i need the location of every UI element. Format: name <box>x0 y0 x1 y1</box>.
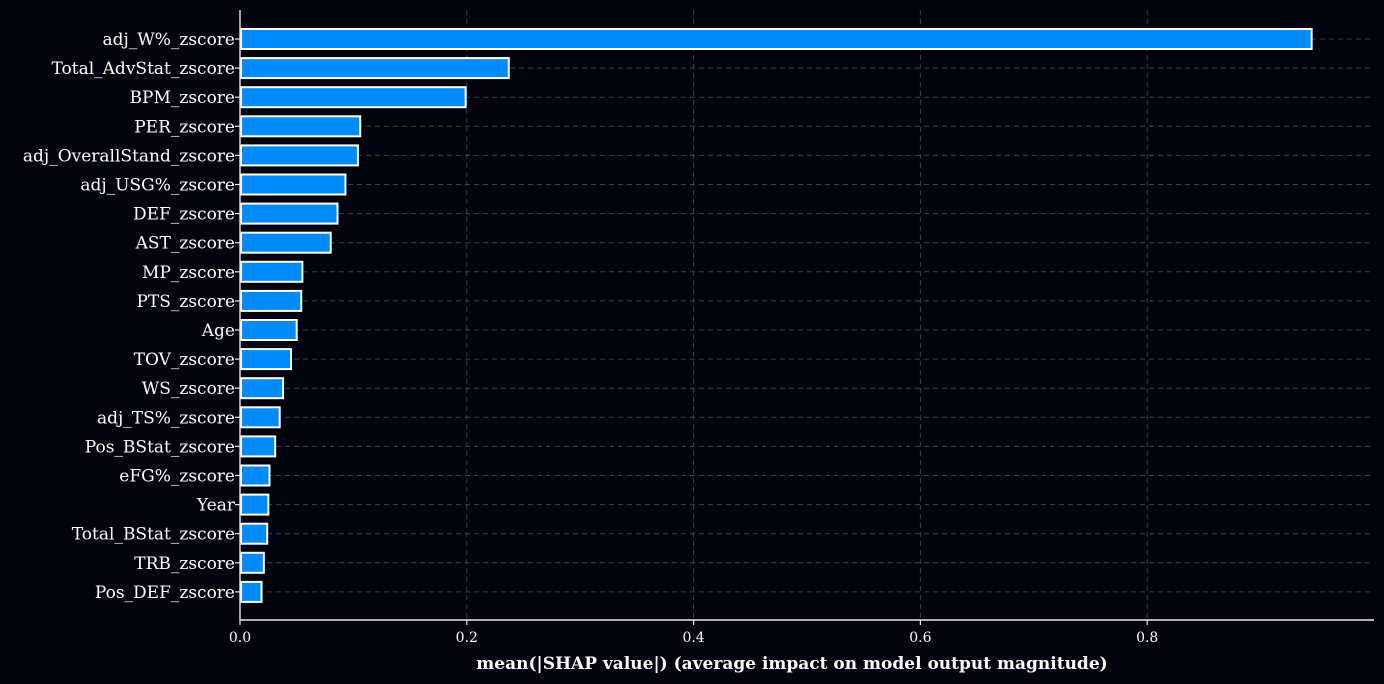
category-label: Total_BStat_zscore <box>72 525 235 545</box>
category-label: Age <box>201 321 235 341</box>
bar-total-advstat-zscore <box>240 57 510 80</box>
x-tick-label: 0.4 <box>682 630 704 646</box>
x-tick-label: 0.0 <box>229 630 251 646</box>
category-label: adj_USG%_zscore <box>80 176 235 196</box>
bar-total-bstat-zscore <box>240 522 269 545</box>
category-label: adj_W%_zscore <box>102 30 235 50</box>
category-label: TRB_zscore <box>134 554 235 574</box>
bar-pos-bstat-zscore <box>240 435 277 458</box>
category-label: Pos_DEF_zscore <box>95 583 235 603</box>
bar-adj-ts-zscore <box>240 406 281 429</box>
x-axis-ticks: 0.0 0.2 0.4 0.6 0.8 <box>229 620 1158 646</box>
bar-year <box>240 493 270 516</box>
category-label: Pos_BStat_zscore <box>85 437 235 457</box>
bar-adj-w-zscore <box>240 28 1313 50</box>
grid-layer <box>240 10 1374 620</box>
x-tick-label: 0.8 <box>1136 630 1158 646</box>
x-axis-title: mean(|SHAP value|) (average impact on mo… <box>476 654 1107 674</box>
category-labels: adj_W%_zscore Total_AdvStat_zscore BPM_zsc… <box>23 30 240 603</box>
category-label: PER_zscore <box>134 117 235 137</box>
category-label: Total_AdvStat_zscore <box>52 59 236 79</box>
bar-ws-zscore <box>240 377 285 400</box>
category-label: PTS_zscore <box>136 292 235 312</box>
bar-trb-zscore <box>240 551 265 574</box>
category-label: AST_zscore <box>135 234 235 254</box>
bar-adj-overallstand-zscore <box>240 144 359 167</box>
category-label: adj_OverallStand_zscore <box>23 146 235 166</box>
bars-layer <box>240 28 1313 603</box>
category-label: adj_TS%_zscore <box>97 408 235 428</box>
x-tick-label: 0.2 <box>456 630 478 646</box>
category-label: MP_zscore <box>142 263 235 283</box>
bar-adj-usg-zscore <box>240 173 347 196</box>
bar-tov-zscore <box>240 348 293 371</box>
category-label: TOV_zscore <box>134 350 235 370</box>
category-label: DEF_zscore <box>133 205 235 225</box>
bar-pts-zscore <box>240 289 303 312</box>
bar-efg-zscore <box>240 464 271 487</box>
bar-per-zscore <box>240 115 362 138</box>
x-tick-label: 0.6 <box>909 630 931 646</box>
category-label: eFG%_zscore <box>119 467 235 487</box>
bar-pos-def-zscore <box>240 580 263 603</box>
category-label: WS_zscore <box>142 379 235 399</box>
bar-bpm-zscore <box>240 86 467 109</box>
bar-age <box>240 319 298 341</box>
bar-def-zscore <box>240 202 339 225</box>
bar-mp-zscore <box>240 260 304 283</box>
bar-ast-zscore <box>240 231 332 254</box>
category-label: Year <box>196 496 236 516</box>
category-label: BPM_zscore <box>130 88 235 108</box>
